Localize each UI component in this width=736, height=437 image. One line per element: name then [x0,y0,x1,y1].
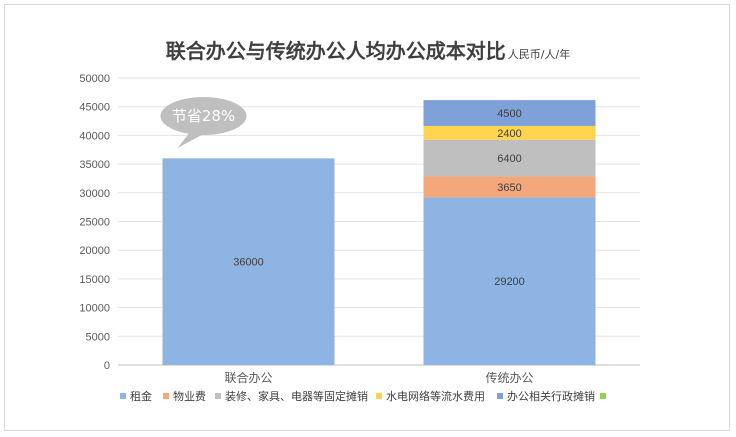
legend-label: 租金 [130,389,152,403]
legend-label: 办公相关行政摊销 [507,389,595,403]
bar-segment [423,125,596,140]
legend-label: 水电网络等流水费用 [386,389,485,403]
legend-label: 装修、家具、电器等固定摊销 [225,389,368,403]
chart-title-main: 联合办公与传统办公人均办公成本对比 [166,39,506,63]
bar-segment [162,158,335,365]
data-labels: 36000 29200 3650 6400 2400 4500 [233,108,525,288]
legend-swatch [497,393,503,399]
bar-segment [423,197,596,365]
y-tick-label: 15000 [79,274,110,286]
bar-segment [423,176,596,198]
y-tick-label: 10000 [79,303,110,315]
legend-swatch [163,393,169,399]
y-tick-label: 50000 [79,73,110,85]
data-label: 4500 [497,108,521,120]
callout-pointer [177,130,206,148]
y-tick-label: 20000 [79,245,110,257]
bars [162,100,596,365]
y-axis-ticks: 0 5000 10000 15000 20000 25000 30000 35000 40000… [79,73,110,372]
y-tick-label: 45000 [79,102,110,114]
callout-bubble [160,97,247,135]
y-tick-label: 30000 [79,188,110,200]
data-label: 36000 [233,257,264,269]
x-axis-categories: 联合办公 传统办公 [224,370,533,385]
data-label: 3650 [497,182,521,194]
legend-label: 物业费 [173,389,206,403]
x-category-label: 联合办公 [224,370,272,385]
callout-text: 节省28% [172,107,235,125]
y-tick-label: 25000 [79,217,110,229]
chart-title-unit: 人民币/人/年 [508,47,570,61]
bar-segment [423,100,596,126]
y-tick-label: 0 [104,360,110,372]
legend: 租金 物业费 装修、家具、电器等固定摊销 水电网络等流水费用 办公相关行政摊销 [120,389,606,403]
bar-segment [423,139,596,177]
legend-swatch [600,393,606,399]
data-label: 29200 [494,276,525,288]
savings-callout: 节省28% [160,97,247,148]
legend-swatch [120,393,126,399]
chart-frame [4,4,730,431]
x-category-label: 传统办公 [485,370,533,385]
chart-title: 联合办公与传统办公人均办公成本对比 人民币/人/年 [166,39,570,63]
y-tick-label: 40000 [79,130,110,142]
legend-swatch [215,393,221,399]
y-tick-label: 35000 [79,159,110,171]
y-tick-label: 5000 [86,331,110,343]
data-label: 2400 [497,128,521,140]
legend-swatch [376,393,382,399]
data-label: 6400 [497,153,521,165]
